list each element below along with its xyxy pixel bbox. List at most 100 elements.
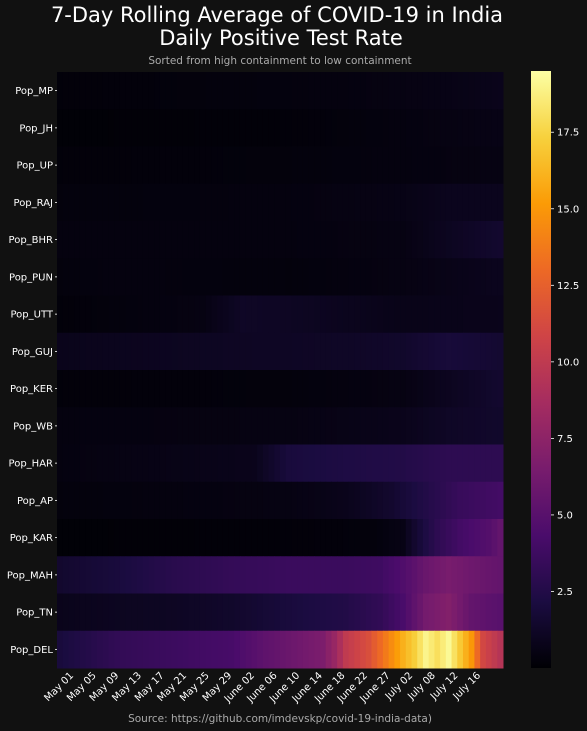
- heatmap-cell: [497, 481, 504, 520]
- heatmap-cell: [182, 370, 190, 408]
- heatmap-cell: [79, 258, 87, 296]
- heatmap-cell: [445, 481, 453, 520]
- heatmap-cell: [114, 332, 121, 371]
- heatmap-cell: [314, 556, 321, 594]
- heatmap-cell: [365, 183, 372, 222]
- heatmap-cell: [251, 146, 258, 185]
- heatmap-cell: [199, 444, 207, 483]
- heatmap-cell: [342, 593, 350, 632]
- heatmap-cell: [79, 593, 87, 632]
- heatmap-cell: [182, 258, 190, 296]
- heatmap-cell: [325, 295, 332, 334]
- heatmap-cell: [337, 72, 344, 110]
- heatmap-cell: [188, 407, 195, 445]
- heatmap-cell: [371, 295, 378, 334]
- heatmap-cell: [451, 444, 458, 483]
- heatmap-cell: [182, 519, 190, 557]
- heatmap-cell: [262, 407, 270, 445]
- heatmap-cell: [445, 630, 453, 669]
- heatmap-cell: [274, 146, 281, 185]
- heatmap-cell: [302, 109, 310, 147]
- heatmap-cell: [285, 630, 292, 669]
- heatmap-cell: [405, 407, 413, 445]
- heatmap-cell: [434, 146, 441, 185]
- heatmap-cell: [165, 332, 172, 371]
- heatmap-cell: [411, 519, 418, 557]
- heatmap-cell: [159, 221, 167, 259]
- heatmap-cell: [228, 556, 235, 594]
- heatmap-cell: [291, 109, 298, 147]
- heatmap-cell: [457, 407, 464, 445]
- heatmap-cell: [400, 519, 407, 557]
- heatmap-cell: [228, 519, 235, 557]
- heatmap-cell: [91, 519, 98, 557]
- heatmap-cell: [325, 221, 332, 259]
- heatmap-cell: [205, 109, 212, 147]
- heatmap-cell: [382, 481, 390, 520]
- heatmap-cell: [211, 444, 218, 483]
- heatmap-cell: [394, 556, 401, 594]
- heatmap-cell: [308, 183, 315, 222]
- heatmap-cell: [222, 407, 230, 445]
- heatmap-cell: [377, 519, 384, 557]
- heatmap-cell: [228, 593, 235, 632]
- heatmap-cell: [125, 258, 132, 296]
- heatmap-cell: [388, 221, 395, 259]
- heatmap-cell: [411, 630, 418, 669]
- heatmap-cell: [91, 630, 98, 669]
- heatmap-cell: [137, 72, 144, 110]
- heatmap-cell: [222, 519, 230, 557]
- heatmap-cell: [411, 556, 418, 594]
- heatmap-cell: [165, 109, 172, 147]
- heatmap-cell: [285, 370, 292, 408]
- heatmap-cell: [85, 593, 92, 632]
- heatmap-cell: [142, 556, 149, 594]
- heatmap-cell: [325, 109, 332, 147]
- heatmap-cell: [485, 332, 493, 371]
- heatmap-cell: [182, 556, 190, 594]
- heatmap-cell: [497, 556, 504, 594]
- heatmap-cell: [257, 370, 264, 408]
- heatmap-cell: [371, 630, 378, 669]
- heatmap-cell: [245, 444, 252, 483]
- heatmap-cell: [457, 258, 464, 296]
- heatmap-cell: [365, 332, 372, 371]
- row-label: Pop_KER: [10, 384, 53, 395]
- heatmap-cell: [285, 519, 292, 557]
- heatmap-cell: [119, 444, 127, 483]
- heatmap-cell: [337, 630, 344, 669]
- heatmap-cell: [205, 407, 212, 445]
- heatmap-cell: [440, 221, 447, 259]
- heatmap-cell: [348, 221, 355, 259]
- heatmap-cell: [371, 221, 378, 259]
- heatmap-cell: [97, 332, 104, 371]
- heatmap-cell: [474, 146, 481, 185]
- heatmap-cell: [165, 295, 172, 334]
- heatmap-cell: [182, 593, 190, 632]
- heatmap-cell: [365, 444, 372, 483]
- heatmap-cell: [257, 407, 264, 445]
- heatmap-cell: [268, 72, 275, 110]
- heatmap-cell: [194, 109, 201, 147]
- heatmap-cell: [262, 258, 270, 296]
- heatmap-cell: [194, 183, 201, 222]
- heatmap-cell: [302, 444, 310, 483]
- heatmap-cell: [217, 556, 224, 594]
- heatmap-cell: [291, 630, 298, 669]
- heatmap-cell: [165, 72, 172, 110]
- heatmap-cell: [131, 221, 138, 259]
- heatmap-cell: [285, 146, 292, 185]
- heatmap-cell: [108, 370, 115, 408]
- heatmap-cell: [314, 370, 321, 408]
- heatmap-cell: [297, 519, 304, 557]
- colorbar-tick-label: 7.5: [557, 434, 573, 445]
- heatmap-cell: [74, 146, 81, 185]
- heatmap-cell: [337, 593, 344, 632]
- heatmap-cell: [457, 444, 464, 483]
- heatmap-cell: [354, 630, 361, 669]
- heatmap-cell: [125, 295, 132, 334]
- heatmap-cell: [337, 146, 344, 185]
- heatmap-cell: [377, 258, 384, 296]
- heatmap-cell: [74, 221, 81, 259]
- heatmap-cell: [445, 72, 453, 110]
